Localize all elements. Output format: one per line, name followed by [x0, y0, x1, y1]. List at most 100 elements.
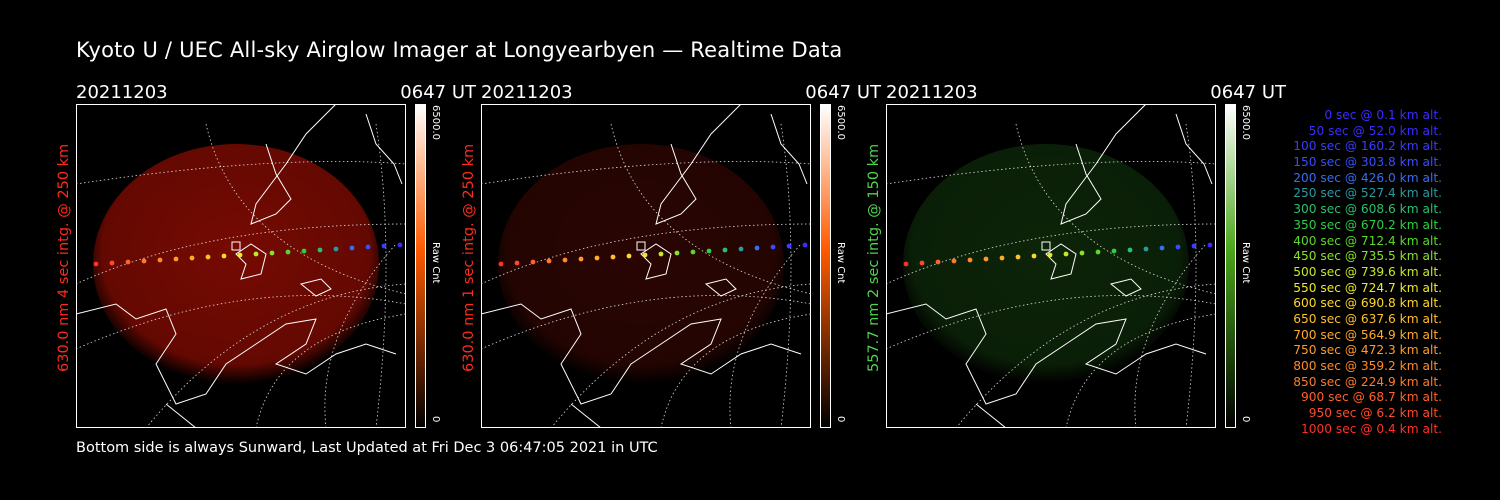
trajectory-point [562, 257, 568, 263]
trajectory-point [983, 256, 989, 262]
trajectory-point [317, 247, 323, 253]
legend-entry: 50 sec @ 52.0 km alt. [1308, 123, 1442, 138]
allsky-image [76, 104, 406, 428]
airglow-panel-630nm-1sec: 20211203 0647 UT 6500.0 Raw Cnt 0 [481, 82, 881, 432]
trajectory-point [770, 244, 776, 250]
legend-entry: 700 sec @ 564.9 km alt. [1293, 327, 1442, 342]
trajectory-point [1015, 254, 1021, 260]
color-bar [820, 104, 831, 428]
trajectory-point [157, 257, 163, 263]
legend-entry: 300 sec @ 608.6 km alt. [1293, 202, 1442, 217]
trajectory-point [903, 261, 909, 267]
legend-entry: 550 sec @ 724.7 km alt. [1293, 280, 1442, 295]
legend-entry: 1000 sec @ 0.4 km alt. [1301, 421, 1442, 436]
trajectory-point [1111, 248, 1117, 254]
color-bar-unit: Raw Cnt [835, 242, 846, 284]
legend-entry: 800 sec @ 359.2 km alt. [1293, 359, 1442, 373]
trajectory-point [738, 246, 744, 252]
panel-date: 20211203 [886, 82, 978, 103]
legend-entry: 100 sec @ 160.2 km alt. [1293, 139, 1442, 154]
trajectory-point [93, 261, 99, 267]
trajectory-point [1079, 250, 1085, 256]
panel-y-label: 630.0 nm 4 sec intg. @ 250 km [56, 143, 72, 372]
trajectory-point [125, 259, 131, 265]
trajectory-point [802, 242, 808, 248]
trajectory-point [269, 250, 275, 256]
trajectory-point [285, 249, 291, 255]
trajectory-point [951, 258, 957, 264]
trajectory-point [1031, 253, 1037, 259]
allsky-image [481, 104, 811, 428]
legend-entry: 450 sec @ 735.5 km alt. [1293, 249, 1442, 264]
trajectory-point [1191, 243, 1197, 249]
trajectory-point [205, 254, 211, 260]
trajectory-point [1063, 251, 1069, 257]
color-bar-max: 6500.0 [430, 105, 441, 140]
trajectory-point [530, 259, 536, 265]
trajectory-point [173, 256, 179, 262]
panel-time: 0647 UT [400, 82, 476, 103]
trajectory-point [253, 251, 259, 257]
trajectory-point [237, 252, 243, 258]
trajectory-point [1159, 245, 1165, 251]
altitude-legend: 0 sec @ 0.1 km alt. 50 sec @ 52.0 km alt.… [1262, 108, 1442, 437]
trajectory-point [919, 260, 925, 266]
legend-entry: 600 sec @ 690.8 km alt. [1293, 296, 1442, 311]
legend-entry: 200 sec @ 426.0 km alt. [1293, 170, 1442, 185]
color-bar-min: 0 [430, 416, 441, 423]
trajectory-point [1143, 246, 1149, 252]
trajectory-point [1207, 242, 1213, 248]
trajectory-point [514, 260, 520, 266]
trajectory-point [333, 246, 339, 252]
trajectory-point [397, 242, 403, 248]
trajectory-point [221, 253, 227, 259]
panel-time: 0647 UT [1210, 82, 1286, 103]
trajectory-point [674, 250, 680, 256]
color-bar-unit: Raw Cnt [430, 242, 441, 284]
trajectory-point [189, 255, 195, 261]
trajectory-point [498, 261, 504, 267]
color-bar-min: 0 [835, 416, 846, 423]
legend-entry: 650 sec @ 637.6 km alt. [1293, 311, 1442, 326]
trajectory-point [658, 251, 664, 257]
trajectory-point [935, 259, 941, 265]
trajectory-point [786, 243, 792, 249]
trajectory-point [381, 243, 387, 249]
trajectory-point [1047, 252, 1053, 258]
legend-entry: 750 sec @ 472.3 km alt. [1293, 343, 1442, 358]
color-bar-unit: Raw Cnt [1240, 242, 1251, 284]
trajectory-point [301, 248, 307, 254]
panel-date: 20211203 [76, 82, 168, 103]
legend-entry: 0 sec @ 0.1 km alt. [1324, 108, 1442, 122]
color-bar [415, 104, 426, 428]
trajectory-point [626, 253, 632, 259]
trajectory-point [1095, 249, 1101, 255]
panel-time: 0647 UT [805, 82, 881, 103]
airglow-panel-630nm-4sec: 20211203 0647 UT 6500.0 Raw Cnt 0 [76, 82, 476, 432]
trajectory-point [642, 252, 648, 258]
trajectory-point [706, 248, 712, 254]
color-bar-max: 6500.0 [835, 105, 846, 140]
panel-y-label: 557.7 nm 2 sec intg. @ 150 km [866, 143, 882, 372]
trajectory-point [610, 254, 616, 260]
legend-entry: 500 sec @ 739.6 km alt. [1293, 264, 1442, 279]
trajectory-point [754, 245, 760, 251]
legend-entry: 900 sec @ 68.7 km alt. [1301, 390, 1442, 405]
trajectory-point [365, 244, 371, 250]
footer-status: Bottom side is always Sunward, Last Upda… [76, 440, 658, 456]
trajectory-point [1175, 244, 1181, 250]
trajectory-point [594, 255, 600, 261]
color-bar [1225, 104, 1236, 428]
panel-date: 20211203 [481, 82, 573, 103]
legend-entry: 350 sec @ 670.2 km alt. [1293, 217, 1442, 232]
legend-entry: 850 sec @ 224.9 km alt. [1293, 374, 1442, 389]
trajectory-point [722, 247, 728, 253]
panel-y-label: 630.0 nm 1 sec intg. @ 250 km [461, 143, 477, 372]
trajectory-point [578, 256, 584, 262]
airglow-panel-557nm-2sec: 20211203 0647 UT 6500.0 Raw Cnt 0 [886, 82, 1286, 432]
trajectory-point [1127, 247, 1133, 253]
allsky-image [886, 104, 1216, 428]
legend-entry: 400 sec @ 712.4 km alt. [1293, 233, 1442, 248]
legend-entry: 250 sec @ 527.4 km alt. [1293, 186, 1442, 201]
trajectory-point [349, 245, 355, 251]
